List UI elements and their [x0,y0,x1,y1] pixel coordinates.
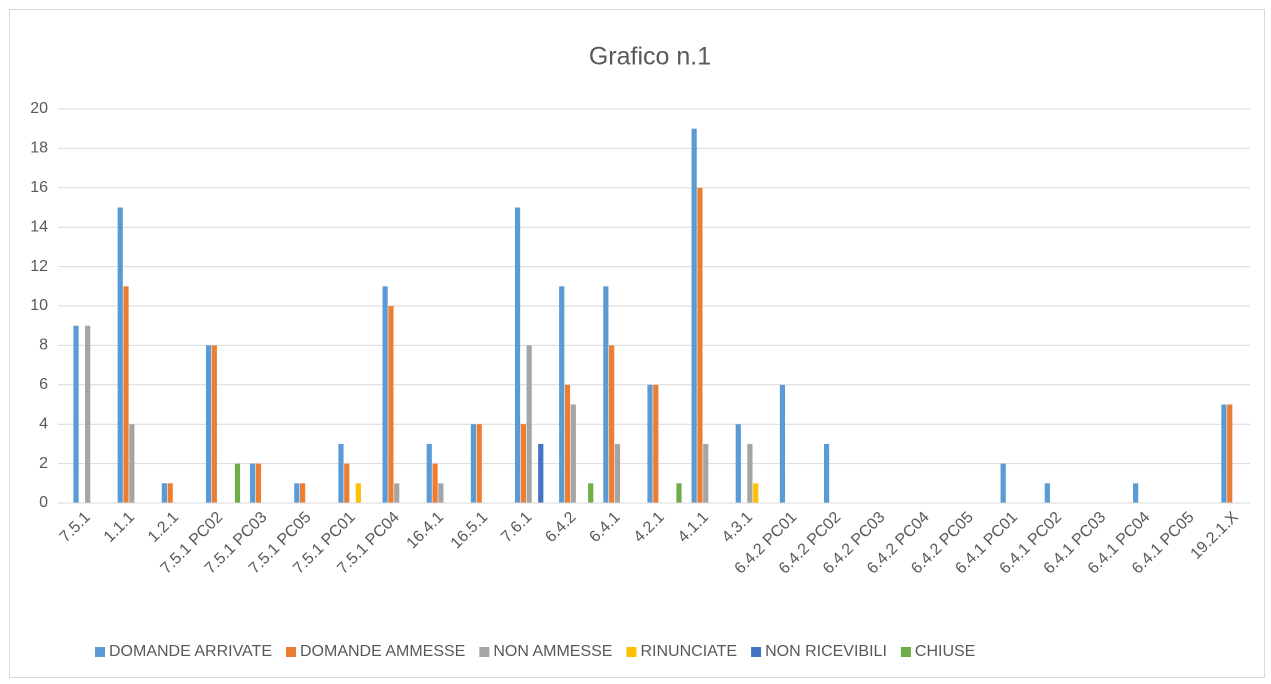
bar [344,463,350,503]
bar [697,187,703,504]
legend-label: DOMANDE AMMESSE [300,643,465,660]
bar [129,424,135,503]
bar [167,483,173,503]
bar [338,443,344,503]
y-tick-label: 6 [39,376,48,393]
bar [526,345,532,503]
bar [426,443,432,503]
bar [538,443,544,503]
y-tick-label: 2 [39,455,48,472]
bar [355,483,361,503]
bar [432,463,438,503]
bar [117,207,123,503]
bar [779,384,786,503]
legend-label: NON AMMESSE [493,643,612,660]
bar [559,286,565,503]
bar [123,286,129,503]
legend-swatch [95,647,105,657]
bar [476,424,482,503]
bar [520,424,526,503]
chart-border [9,9,1265,678]
y-tick-label: 20 [30,100,48,117]
bar [588,483,594,503]
bar [703,443,709,503]
bar [735,424,741,503]
y-tick-label: 14 [30,218,48,235]
bar [753,483,759,503]
legend-swatch [751,647,762,657]
legend-swatch [900,647,911,657]
bar [609,345,615,503]
bar [382,286,388,503]
y-tick-label: 16 [30,179,48,196]
legend-label: CHIUSE [915,643,975,660]
bar [1000,463,1006,503]
bar [73,325,79,503]
bar [614,443,621,503]
bar [823,443,830,503]
legend-label: DOMANDE ARRIVATE [109,643,272,660]
legend-swatch [479,647,490,657]
legend-label: NON RICEVIBILI [765,643,887,660]
y-tick-label: 12 [30,258,48,275]
bar [161,483,167,503]
bar [570,404,576,503]
bar [647,384,653,503]
legend-swatch [626,647,637,657]
bar [388,306,394,503]
legend-label: RINUNCIATE [640,643,737,660]
bar [211,345,217,503]
bar [394,483,400,503]
bar [205,345,212,503]
bar [1227,404,1233,503]
bar [603,286,609,503]
chart-title: Grafico n.1 [589,43,711,71]
bar [1044,483,1050,503]
bar [691,128,697,503]
bar [255,463,262,503]
bar [438,483,444,503]
bar [300,483,306,503]
legend-swatch [285,647,296,657]
y-tick-label: 4 [39,415,48,432]
y-tick-label: 0 [39,494,48,511]
bar [85,325,91,503]
bar [747,443,753,503]
bar [676,483,682,503]
bar [294,483,300,503]
bar [250,463,256,503]
bar [514,207,521,503]
y-tick-label: 8 [39,337,48,354]
bar [1221,404,1227,503]
bar [470,424,477,503]
bar [1133,483,1139,503]
bar [564,384,571,503]
bar [653,384,659,503]
y-tick-label: 18 [30,140,48,157]
bar [234,463,241,503]
y-tick-label: 10 [30,297,48,314]
